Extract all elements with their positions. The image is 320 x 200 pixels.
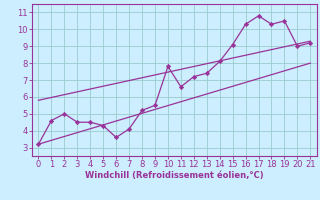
X-axis label: Windchill (Refroidissement éolien,°C): Windchill (Refroidissement éolien,°C) [85,171,264,180]
